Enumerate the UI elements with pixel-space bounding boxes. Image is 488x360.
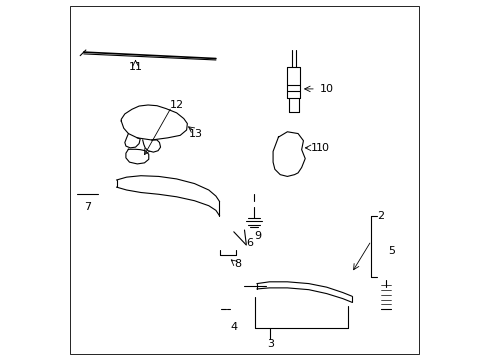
Text: 1: 1: [310, 143, 317, 153]
Bar: [216, 298, 251, 320]
Text: 7: 7: [83, 202, 91, 212]
Bar: [376, 278, 394, 321]
Text: 3: 3: [266, 339, 273, 348]
Text: 10: 10: [319, 84, 333, 94]
Bar: [241, 193, 267, 232]
Text: 11: 11: [128, 63, 142, 72]
Text: 4: 4: [230, 322, 237, 332]
Text: 2: 2: [376, 211, 383, 221]
Text: 9: 9: [254, 231, 261, 241]
Text: 12: 12: [169, 100, 183, 110]
Text: 10: 10: [315, 143, 329, 153]
Text: 8: 8: [233, 259, 241, 269]
Text: 6: 6: [246, 238, 253, 248]
Text: 13: 13: [189, 129, 203, 139]
Text: 5: 5: [387, 247, 394, 256]
